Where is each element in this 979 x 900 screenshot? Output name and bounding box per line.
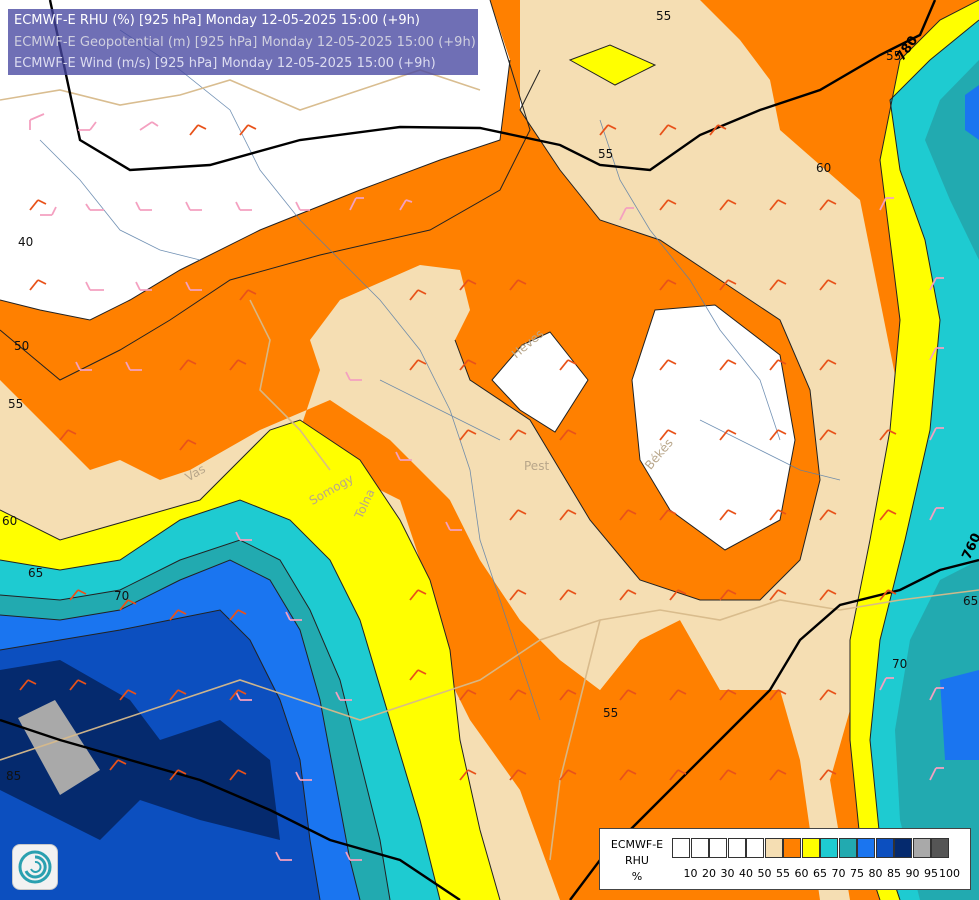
rhu-low-area-3 [632,305,795,550]
legend-swatch [912,838,931,858]
rhu-contour-label: 60 [2,514,17,528]
map-info-box [8,9,478,75]
legend-swatch [727,838,746,858]
legend-swatch [746,838,764,858]
rhu-contour-label: 40 [18,235,33,249]
legend-swatch [820,838,838,858]
legend-tick-label: 30 [720,867,735,880]
rhu-band-65-patch [570,45,655,85]
legend-swatch [764,838,783,858]
legend-tick-label: 100 [939,867,960,880]
rhu-band-55-inner [330,70,850,690]
rhu-contour-label: 65 [28,566,43,580]
rhu-contour-label: 50 [14,339,29,353]
legend-tick-label: 40 [739,867,753,880]
legend-title-model: ECMWF-E [610,838,664,851]
legend-tick-label: 95 [924,867,938,880]
rhu-band-90-west [0,660,280,840]
place-label-pest: Pest [524,459,549,473]
legend-tick-label: 60 [794,867,809,880]
legend-swatch [690,838,709,858]
legend-swatch [857,838,875,858]
legend-swatch [709,838,727,858]
rhu-contour-label: 55 [656,9,671,23]
legend-swatch [783,838,801,858]
legend-tick-label: 90 [905,867,920,880]
rhu-patch-orange [490,203,520,245]
rhu-contour-label: 85 [6,769,21,783]
legend-tick-label: 80 [868,867,883,880]
map-title-wind: ECMWF-E Wind (m/s) [925 hPa] Monday 12-0… [14,56,436,71]
legend-swatch [801,838,820,858]
legend-swatch [838,838,857,858]
rhu-contour-label: 55 [598,147,613,161]
legend-swatch [931,838,949,858]
legend-tick-label: 20 [702,867,716,880]
legend-tick-label: 75 [850,867,864,880]
legend-title-unit: % [631,870,643,883]
rhu-low-area-2 [492,332,588,432]
rhu-contour-label: 70 [114,589,129,603]
legend-swatch [894,838,912,858]
legend-tick-label: 50 [757,867,772,880]
rhu-contour-label: 60 [816,161,831,175]
legend-tick-label: 65 [813,867,827,880]
legend-tick-label: 10 [683,867,698,880]
legend-tick-label: 70 [831,867,846,880]
rhu-contour-label: 55 [8,397,23,411]
rhu-contour-label: 55 [603,706,618,720]
rhu-legend: ECMWF-E RHU % 10 20 30 40 50 55 60 65 70 75 80 85 90… [599,828,971,890]
rhu-band-75-east [895,560,979,900]
rhu-band-65-west [0,420,500,900]
rhu-band-80-east [940,670,979,760]
rhu-contour-label: 55 [886,49,901,63]
legend-swatch [672,838,690,858]
rhu-band-80-east-top [965,85,979,140]
map-title-rhu: ECMWF-E RHU (%) [925 hPa] Monday 12-05-2… [14,13,420,28]
legend-swatch [875,838,894,858]
legend-tick-label: 55 [776,867,790,880]
rhu-band-95-west [18,700,100,795]
rhu-contour-label: 65 [963,594,978,608]
ecmwf-logo-icon [12,844,58,890]
rhu-contour-label: 70 [892,657,907,671]
map-title-geopotential: ECMWF-E Geopotential (m) [925 hPa] Monda… [14,35,476,50]
wind-barbs [19,113,944,861]
legend-title-variable: RHU [625,854,649,867]
legend-tick-label: 85 [887,867,901,880]
